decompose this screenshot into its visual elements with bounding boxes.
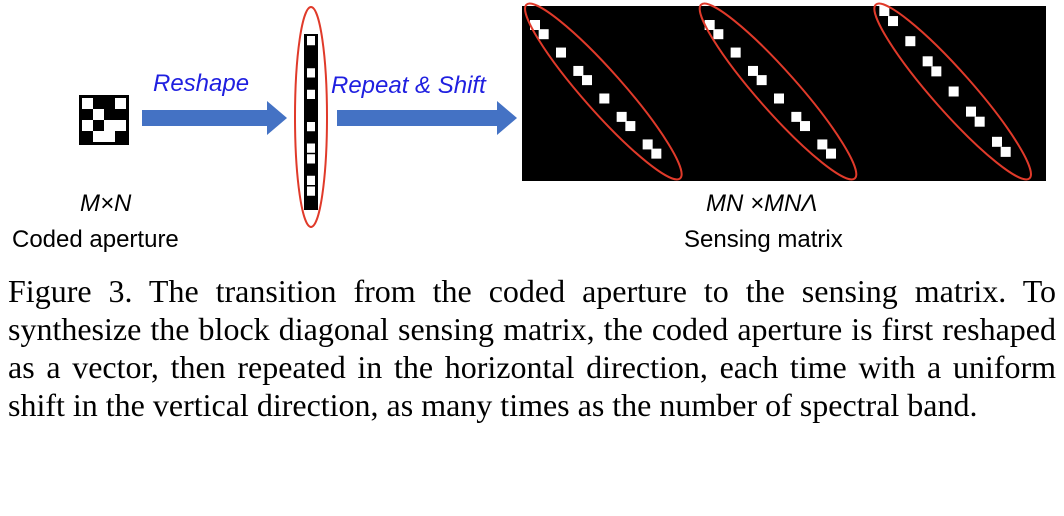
- matrix-cell: [817, 139, 828, 150]
- matrix-cell: [1000, 146, 1011, 157]
- matrix-cell: [974, 116, 985, 127]
- aperture-cell: [82, 120, 93, 131]
- matrix-cell: [800, 121, 810, 132]
- matrix-cell: [966, 106, 976, 117]
- matrix-cell: [931, 66, 942, 77]
- block-highlight-ellipse: [698, 2, 858, 181]
- matrix-cell: [616, 111, 627, 122]
- matrix-cell: [905, 36, 916, 47]
- vector-highlight-ellipse: [294, 6, 328, 228]
- matrix-cell: [774, 93, 784, 104]
- matrix-cell: [651, 148, 662, 159]
- matrix-cell: [748, 65, 758, 76]
- aperture-cell: [115, 120, 126, 131]
- block-highlight-ellipses: [524, 2, 1032, 181]
- matrix-dims-label: MN ×MNΛ: [706, 190, 818, 217]
- reshape-label: Reshape: [153, 70, 250, 97]
- matrix-cell: [599, 93, 610, 104]
- matrix-cell: [582, 75, 592, 86]
- coded-aperture-grid: [79, 95, 129, 145]
- vector-cell: [307, 89, 315, 99]
- matrix-cell: [713, 29, 724, 40]
- vector-cell: [307, 175, 315, 185]
- vector-cell: [307, 122, 315, 132]
- repeat-shift-label: Repeat & Shift: [331, 72, 486, 99]
- vector-cell: [307, 36, 315, 46]
- repeat-shift-arrow: [337, 101, 517, 135]
- matrix-cell: [922, 56, 933, 67]
- aperture-cell: [82, 98, 93, 109]
- matrix-cell: [530, 20, 540, 30]
- reshape-arrow: [142, 101, 287, 135]
- matrix-cell: [756, 75, 767, 86]
- aperture-cell: [93, 109, 104, 120]
- vector-cell: [307, 186, 315, 196]
- figure-caption: Figure 3. The transition from the coded …: [8, 273, 1056, 423]
- matrix-cell: [791, 111, 802, 122]
- matrix-cell: [992, 136, 1002, 147]
- matrix-cell: [826, 148, 836, 159]
- aperture-cell: [115, 98, 126, 109]
- reshaped-vector: [304, 34, 318, 210]
- aperture-cell: [104, 120, 115, 131]
- matrix-cell: [625, 121, 636, 132]
- vector-cell: [307, 68, 315, 78]
- aperture-cell: [93, 131, 104, 142]
- matrix-cell: [538, 29, 549, 40]
- sensing-matrix-cells: [530, 6, 1011, 159]
- aperture-dims-label: M×N: [80, 190, 132, 217]
- block-highlight-ellipse: [524, 2, 683, 181]
- matrix-cell: [556, 47, 566, 58]
- matrix-cell: [730, 47, 741, 58]
- matrix-cell: [573, 65, 584, 76]
- matrix-cell: [879, 6, 890, 16]
- matrix-cell: [704, 20, 715, 30]
- matrix-cell: [948, 86, 959, 97]
- vector-cell: [307, 143, 315, 153]
- coded-aperture-diagram: [79, 2, 1046, 228]
- block-highlight-ellipse: [873, 2, 1032, 181]
- aperture-name-label: Coded aperture: [12, 226, 179, 253]
- matrix-cell: [888, 16, 898, 27]
- matrix-name-label: Sensing matrix: [684, 226, 843, 253]
- matrix-cell: [642, 139, 653, 150]
- vector-cell: [307, 154, 315, 164]
- aperture-cell: [104, 131, 115, 142]
